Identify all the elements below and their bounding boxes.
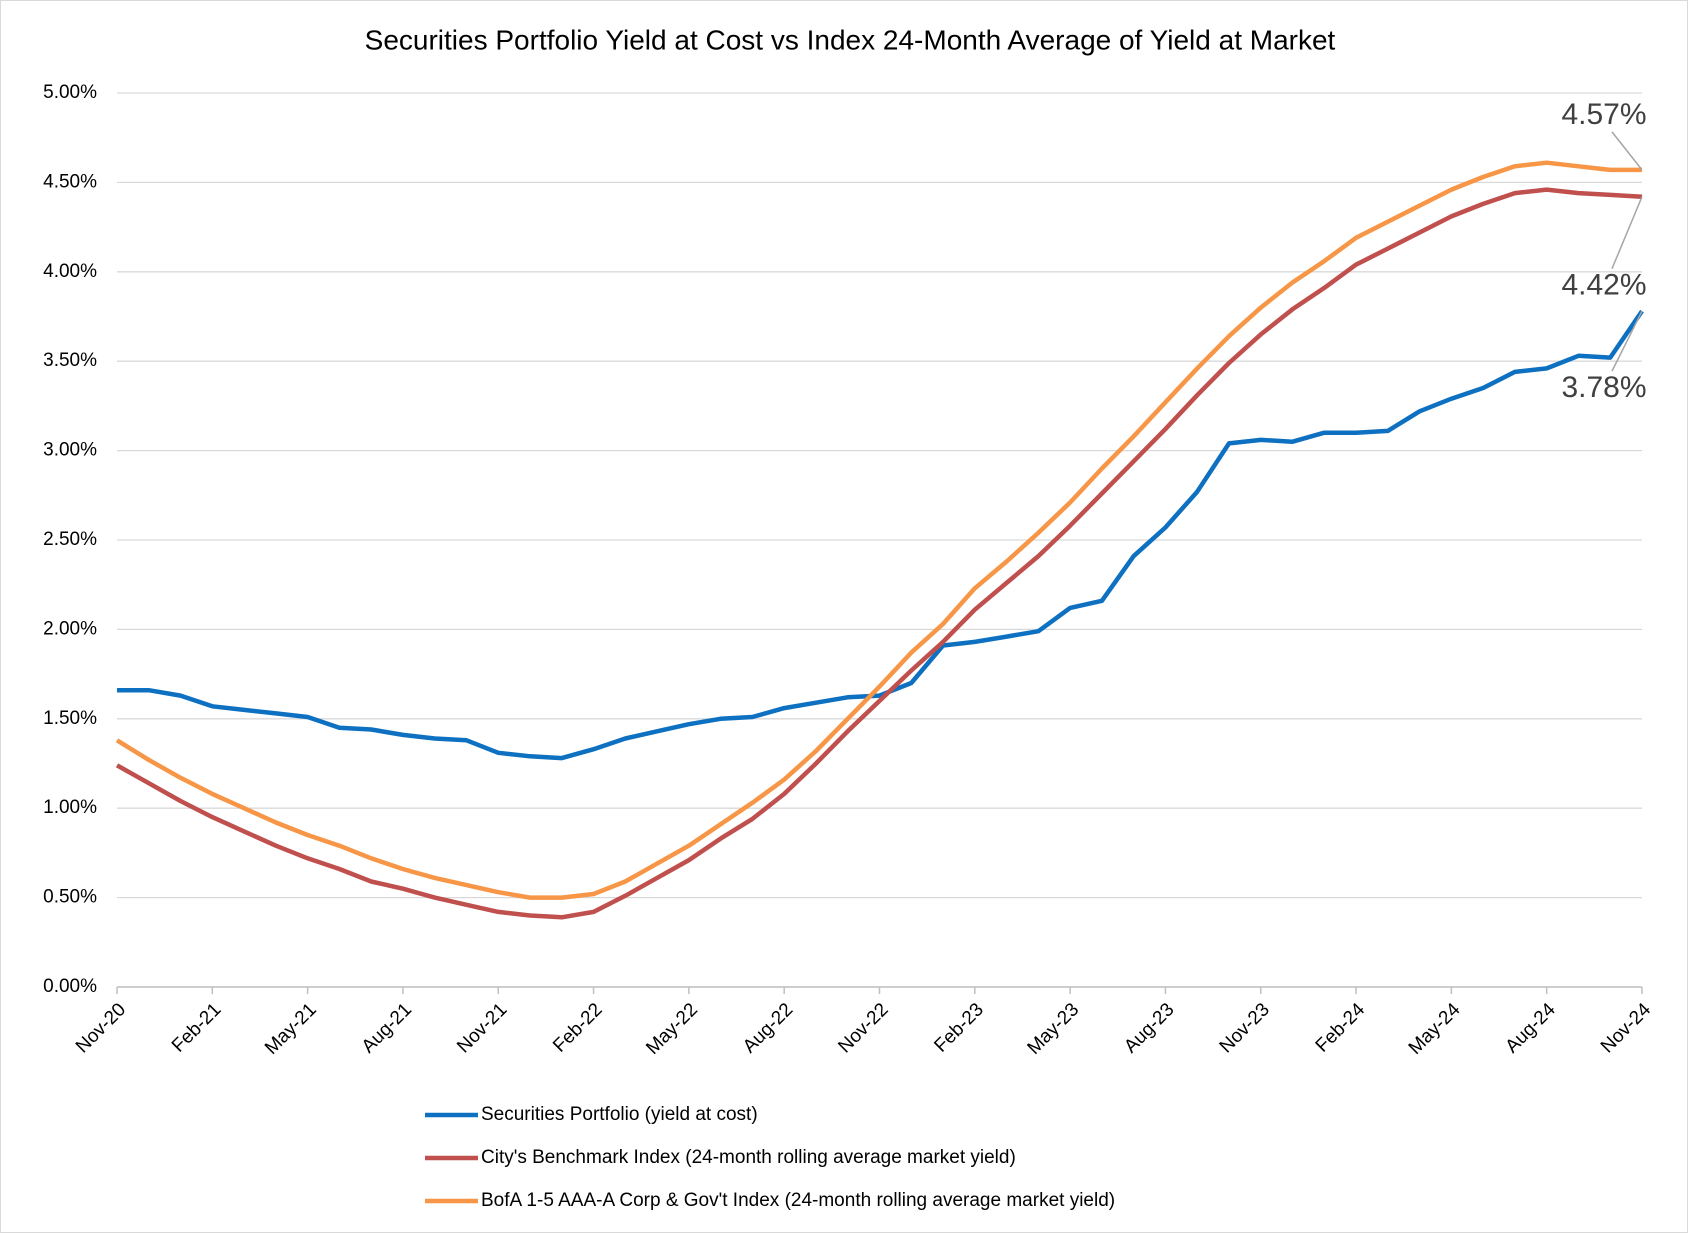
legend-label: Securities Portfolio (yield at cost) (481, 1104, 758, 1125)
series-line (115, 160, 1642, 900)
y-tick-label: 4.50% (43, 171, 97, 192)
y-tick-label: 2.00% (43, 618, 97, 639)
y-tick-label: 4.00% (43, 261, 97, 282)
data-label: 4.42% (1561, 269, 1646, 302)
leader-line (1611, 196, 1643, 269)
legend-label: City's Benchmark Index (24-month rolling… (481, 1147, 1016, 1168)
y-tick-label: 0.50% (43, 887, 97, 908)
leader-line (1611, 131, 1643, 171)
chart-title: Securities Portfolio Yield at Cost vs In… (365, 24, 1336, 55)
leader-line (1611, 310, 1643, 372)
y-tick-label: 1.00% (43, 797, 97, 818)
y-tick-label: 1.50% (43, 708, 97, 729)
y-tick-label: 3.00% (43, 440, 97, 461)
data-label: 4.57% (1561, 98, 1646, 131)
series-line (115, 187, 1643, 920)
y-tick-label: 5.00% (43, 82, 97, 103)
series-line (117, 309, 1644, 761)
y-tick-label: 2.50% (43, 529, 97, 550)
y-tick-label: 3.50% (43, 350, 97, 371)
data-label: 3.78% (1561, 371, 1646, 404)
legend-label: BofA 1-5 AAA-A Corp & Gov't Index (24-mo… (481, 1190, 1115, 1211)
y-tick-label: 0.00% (43, 976, 97, 997)
